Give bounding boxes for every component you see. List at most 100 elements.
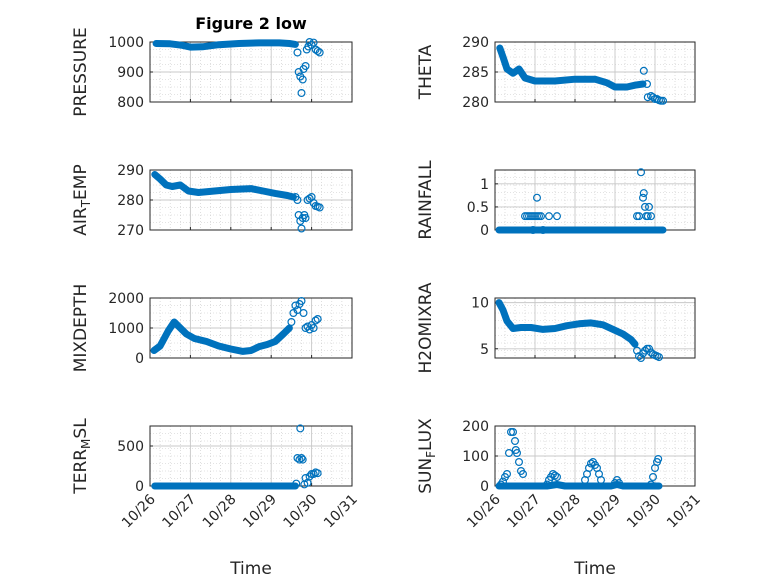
y-tick-label: 5 bbox=[480, 342, 489, 358]
subplot-2: 280 285 290 THETA bbox=[416, 35, 696, 111]
data-marker bbox=[538, 226, 547, 235]
x-tick-label: 10/26 bbox=[119, 491, 159, 531]
data-marker bbox=[305, 472, 314, 481]
data-marker bbox=[536, 212, 545, 221]
dense-markers bbox=[496, 44, 647, 91]
y-tick-label: 900 bbox=[117, 65, 144, 81]
subplot-6: 5 10 H2OMIXRA bbox=[416, 282, 696, 374]
data-marker bbox=[636, 168, 645, 177]
data-marker bbox=[542, 480, 551, 489]
y-tick-label: 100 bbox=[462, 449, 489, 465]
data-marker bbox=[297, 297, 306, 306]
data-marker bbox=[646, 212, 655, 221]
y-axis-label: MIXDEPTH bbox=[71, 284, 91, 373]
data-marker bbox=[313, 315, 322, 324]
data-marker bbox=[505, 449, 514, 458]
y-tick-label: 290 bbox=[462, 35, 489, 51]
x-tick-label: 10/28 bbox=[200, 492, 240, 532]
x-axis-label-right: Time bbox=[573, 559, 616, 579]
data-marker bbox=[291, 301, 300, 310]
data-marker bbox=[301, 61, 310, 70]
data-marker bbox=[511, 437, 520, 446]
dense-markers bbox=[151, 171, 297, 201]
data-marker bbox=[315, 203, 324, 212]
y-tick-label: 1000 bbox=[108, 321, 144, 337]
data-marker bbox=[648, 473, 657, 482]
x-tick-label: 10/26 bbox=[464, 491, 504, 531]
x-tick-label: 10/28 bbox=[544, 492, 584, 532]
y-axis-label: PRESSURE bbox=[71, 27, 91, 116]
y-tick-label: 285 bbox=[462, 65, 489, 81]
y-tick-label: 500 bbox=[117, 439, 144, 455]
data-marker bbox=[298, 75, 307, 84]
data-marker bbox=[640, 202, 649, 211]
data-marker bbox=[301, 324, 310, 333]
data-marker bbox=[654, 353, 663, 362]
x-tick-label: 10/27 bbox=[504, 492, 544, 532]
x-tick-label: 10/29 bbox=[584, 492, 624, 532]
data-marker bbox=[305, 194, 314, 203]
y-tick-label: 1 bbox=[480, 177, 489, 193]
x-tick-label: 10/31 bbox=[321, 492, 361, 532]
subplot-3: 270 280 290 AIRTEMP bbox=[71, 163, 353, 239]
data-marker bbox=[293, 48, 302, 57]
data-marker bbox=[307, 40, 316, 49]
data-marker bbox=[636, 354, 645, 363]
x-tick-label: 10/30 bbox=[281, 492, 321, 532]
y-axis-label: AIRTEMP bbox=[71, 164, 93, 235]
data-marker bbox=[297, 88, 306, 97]
subplot-5: 0 1000 2000 MIXDEPTH bbox=[71, 284, 353, 373]
data-marker bbox=[586, 459, 595, 468]
y-tick-label: 2000 bbox=[108, 291, 144, 307]
figure-title: Figure 2 low bbox=[195, 14, 307, 33]
data-marker bbox=[315, 48, 324, 57]
subplot-4: 0 0.5 1 RAINFALL bbox=[416, 160, 696, 240]
data-marker bbox=[311, 316, 320, 325]
data-marker bbox=[518, 470, 527, 479]
subplot-1: 800 900 1000 PRESSURE bbox=[71, 27, 353, 117]
data-marker bbox=[509, 428, 518, 437]
data-marker bbox=[639, 189, 648, 198]
data-marker bbox=[499, 477, 508, 486]
dense-markers bbox=[150, 318, 293, 355]
y-tick-label: 0 bbox=[480, 223, 489, 239]
x-tick-label: 10/30 bbox=[624, 492, 664, 532]
data-marker bbox=[643, 212, 652, 221]
data-marker bbox=[297, 224, 306, 233]
y-tick-label: 200 bbox=[462, 419, 489, 435]
y-tick-label: 280 bbox=[117, 193, 144, 209]
data-marker bbox=[514, 458, 523, 467]
data-marker bbox=[287, 318, 296, 327]
data-marker bbox=[544, 212, 553, 221]
data-marker bbox=[646, 480, 655, 489]
data-marker bbox=[305, 325, 314, 334]
y-tick-label: 290 bbox=[117, 163, 144, 179]
y-tick-label: 800 bbox=[117, 95, 144, 111]
y-tick-label: 10 bbox=[471, 296, 489, 312]
subplot-8: 10/26 10/27 10/28 10/29 10/30 10/31 0 100 200 SUN… bbox=[416, 418, 704, 532]
data-marker bbox=[313, 469, 322, 478]
data-marker bbox=[503, 470, 512, 479]
y-axis-label: TERRMSL bbox=[71, 418, 93, 495]
data-marker bbox=[293, 454, 302, 463]
data-marker bbox=[299, 309, 308, 318]
data-marker bbox=[552, 212, 561, 221]
subplot-7: 10/26 10/27 10/28 10/29 10/30 10/31 0 500 TERRMS… bbox=[71, 418, 361, 532]
data-marker bbox=[309, 324, 318, 333]
y-axis-label: THETA bbox=[416, 44, 436, 100]
data-marker bbox=[301, 214, 310, 223]
data-marker bbox=[512, 449, 521, 458]
dense-markers bbox=[495, 299, 639, 348]
dense-markers bbox=[495, 481, 663, 490]
data-marker bbox=[528, 226, 537, 235]
data-marker bbox=[638, 193, 647, 202]
data-marker bbox=[654, 455, 663, 464]
data-marker bbox=[658, 96, 667, 105]
data-marker bbox=[596, 476, 605, 485]
data-marker bbox=[293, 196, 302, 205]
y-tick-label: 0 bbox=[135, 351, 144, 367]
data-marker bbox=[298, 455, 307, 464]
y-axis-label: H2OMIXRA bbox=[416, 282, 436, 373]
data-marker bbox=[614, 479, 623, 488]
